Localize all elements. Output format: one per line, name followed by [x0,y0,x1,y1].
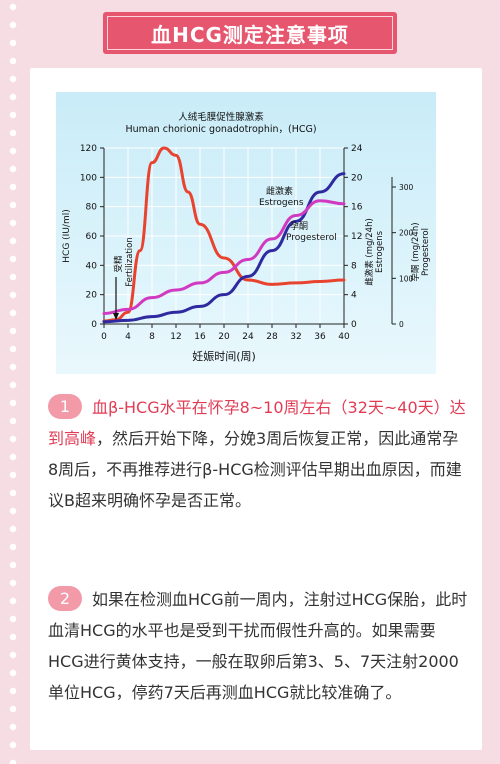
left-tick-label: 60 [86,232,98,242]
x-tick-label: 4 [125,332,131,342]
series-2-point [126,319,130,322]
series-2-point [342,172,346,175]
series-3-point [126,308,130,311]
fertilization-arrow-head [113,313,119,320]
series-1-point [198,223,202,226]
fertilization-label-en: Fertilization [125,237,135,287]
series-3-point [198,281,202,285]
x-tick-label: 0 [101,332,107,342]
series-2-point [246,275,250,278]
progesterone-label-en: Progesterol [286,233,337,243]
note-1-number: 1 [48,394,82,419]
x-tick-label: 24 [242,332,254,342]
note-1-highlight: 血β-HCG水平在怀孕8~10周左右（32天~40天）达到高峰 [48,398,466,448]
x-tick-label: 36 [314,332,326,342]
series-line-1 [102,146,346,323]
right-axis-1-label-en: Estrogens [375,230,385,273]
x-tick-label: 28 [266,332,278,342]
series-1-point [246,278,250,282]
right1-tick-label: 4 [351,291,357,301]
series-3-point [150,296,154,299]
series-1-point [270,283,274,286]
series-3-point [270,237,274,241]
notebook-binding [6,0,20,764]
series-1-point [138,249,142,252]
series-3-point [102,312,106,315]
title-banner: 血HCG测定注意事项 [103,12,397,54]
x-tick-label: 20 [218,332,230,342]
series-2-point [150,315,154,318]
x-axis-label: 妊娠时间(周) [192,349,256,363]
left-tick-label: 100 [80,173,97,183]
series-1-point [222,256,226,260]
right2-tick-label: 300 [399,183,414,192]
left-axis-label: HCG (IU/ml) [62,209,72,262]
series-3-point [294,214,298,217]
hormone-chart-svg: 0 4 8 12 16 20 24 28 32 36 40020406080100120048121… [56,92,436,374]
series-2-point [294,220,298,223]
chart-title-cn: 人绒毛膜促性腺激素 [178,111,264,123]
series-1-point [342,278,346,282]
right2-tick-label: 100 [399,274,414,283]
left-tick-label: 40 [86,261,98,271]
left-tick-label: 0 [91,320,97,330]
right2-tick-label: 200 [399,229,414,238]
right1-tick-label: 0 [351,320,357,330]
note-1: 1 血β-HCG水平在怀孕8~10周左右（32天~40天）达到高峰，然后开始下降，… [48,392,468,516]
series-3-point [318,199,322,202]
series-1-point [126,311,130,314]
left-tick-label: 120 [80,144,97,154]
right1-tick-label: 12 [351,232,362,242]
left-tick-label: 80 [86,203,98,213]
x-tick-label: 40 [338,332,350,342]
page-title: 血HCG测定注意事项 [151,22,349,47]
right1-tick-label: 16 [351,203,363,213]
right-axis-2-label-en: Progesterol [421,228,431,276]
series-1-point [174,154,178,157]
right1-tick-label: 8 [351,261,357,271]
x-tick-label: 12 [170,332,181,342]
series-1-point [150,161,154,164]
note-2-text: 如果在检测血HCG前一周内，注射过HCG保胎，此时血清HCG的水平也是受到干扰而… [48,590,468,702]
fertilization-label-cn: 受精 [113,255,124,273]
series-3-point [174,288,178,292]
note-1-text: ，然后开始下降，分娩3周后恢复正常，因此通常孕8周后，不再推荐进行β-HCG检测… [48,429,462,510]
series-1-point [162,146,166,150]
series-2-point [174,311,178,314]
estrogen-label-en: Estrogens [259,198,304,208]
chart-title-en: Human chorionic gonadotrophin，(HCG) [125,124,316,135]
chart-background [56,92,436,374]
series-2-point [198,305,202,308]
series-2-point [318,190,322,194]
note-2-number: 2 [48,586,82,611]
right1-tick-label: 20 [351,173,363,183]
hormone-chart: 0 4 8 12 16 20 24 28 32 36 40 0 20 40 60 80 100 120 0 4 8 12 1… [56,92,436,374]
series-3-point [222,271,226,274]
x-tick-label: 16 [194,332,206,342]
series-2-point [270,249,274,252]
series-3-point [246,258,250,261]
series-1-point [318,280,322,283]
progesterone-label-cn: 孕酮 [290,221,308,232]
right1-tick-label: 24 [351,144,363,154]
series-1-point [186,190,190,194]
x-tick-label: 8 [149,332,155,342]
series-1-point [294,281,298,285]
estrogen-label-cn: 雌激素 [266,185,293,197]
note-2: 2 如果在检测血HCG前一周内，注射过HCG保胎，此时血清HCG的水平也是受到干扰… [48,584,468,708]
series-2-point [222,293,226,296]
x-tick-label: 32 [290,332,301,342]
right-axis-2-label-cn: 孕酮 (mg/24h) [411,222,421,281]
right2-tick-label: 0 [399,320,404,329]
series-3-point [342,202,346,205]
left-tick-label: 20 [86,291,98,301]
right-axis-1-label-cn: 雌激素 (mg/24h) [364,218,375,286]
series-2-point [102,320,106,323]
